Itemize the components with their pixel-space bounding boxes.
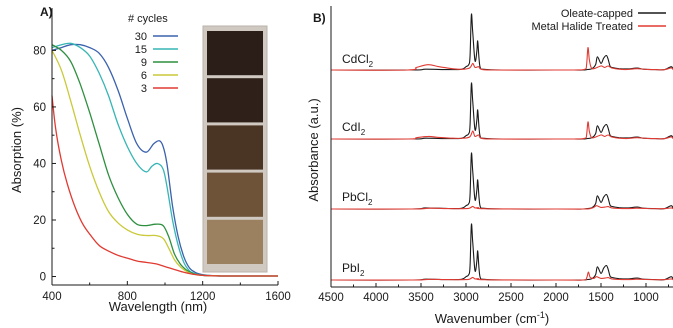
y-tick-label-0: 0: [40, 272, 46, 284]
panel-a-legend-title: # cycles: [128, 13, 168, 25]
trace-label-pbi2: PbI2: [342, 261, 365, 278]
inset-photo-film-4: [207, 172, 263, 217]
b-x-tick-label-4000: 4000: [363, 292, 389, 304]
series-line-3-cycles: [51, 95, 278, 277]
trace-label-cdi2: CdI2: [342, 120, 366, 137]
panel-b-ylabel: Absorbance (a.u.): [306, 98, 321, 201]
legend-label-3: 3: [141, 83, 147, 95]
inset-photo-film-2: [207, 78, 263, 123]
legend-label-6: 6: [141, 70, 147, 82]
legend-label-9: 9: [141, 57, 147, 69]
trace-label-cdcl2: CdCl2: [342, 52, 374, 69]
inset-photo-film-5: [207, 219, 263, 264]
panel-a-label: A): [40, 5, 53, 19]
trace-label-main: PbCl: [342, 190, 368, 204]
trace-pbcl2-treated: [330, 205, 673, 210]
trace-label-pbcl2: PbCl2: [342, 190, 373, 207]
panel-b-xlabel-close: ): [545, 311, 549, 326]
b-x-tick-label-1000: 1000: [633, 292, 659, 304]
trace-label-main: CdI: [342, 120, 361, 134]
b-x-tick-label-2000: 2000: [543, 292, 569, 304]
panel-b-label: B): [313, 11, 326, 25]
trace-label-sub: 2: [361, 128, 366, 137]
b-x-tick-label-2500: 2500: [498, 292, 524, 304]
panel-b-xlabel: Wavenumber (cm-1): [435, 310, 549, 326]
trace-pbi2-treated: [330, 271, 673, 281]
y-tick-label-80: 80: [33, 45, 46, 57]
trace-pbcl2-oleate: [330, 152, 673, 210]
panel-b-xlabel-sup: -1: [537, 310, 545, 320]
trace-label-main: CdCl: [342, 52, 369, 66]
panel-b-xlabel-main: Wavenumber (cm: [435, 311, 537, 326]
x-tick-label-800: 800: [118, 291, 137, 303]
y-tick-label-60: 60: [33, 102, 46, 114]
b-x-tick-label-1500: 1500: [588, 292, 614, 304]
y-tick-label-40: 40: [33, 158, 46, 170]
panel-a-ylabel: Absorption (%): [9, 107, 24, 193]
trace-label-sub: 2: [368, 198, 373, 207]
trace-label-sub: 2: [360, 269, 365, 278]
x-tick-label-1200: 1200: [190, 291, 216, 303]
legend-label-30: 30: [135, 31, 147, 43]
x-tick-label-1600: 1600: [265, 291, 291, 303]
panel-b: B) 4500 4000 3500 3000 2500 2000 1500 1000 CdCl…: [306, 6, 673, 326]
legend-label-15: 15: [135, 44, 147, 56]
x-tick-label-400: 400: [42, 291, 61, 303]
trace-label-main: PbI: [342, 261, 360, 275]
b-legend-label-2: Metal Halide Treated: [532, 21, 634, 33]
panel-a-lines: [51, 42, 278, 277]
trace-pbi2-oleate: [330, 223, 673, 281]
inset-photo-film-3: [207, 125, 263, 170]
panel-a-xlabel: Wavelength (nm): [109, 299, 208, 314]
trace-cdcl2-treated: [330, 47, 673, 71]
b-x-tick-label-3500: 3500: [408, 292, 434, 304]
b-legend-label-1: Oleate-capped: [561, 8, 633, 20]
trace-cdi2-oleate: [330, 82, 673, 140]
panel-b-axes: [330, 6, 673, 288]
panel-a: A) 400 800 1200 1600 0 20 40 60 80 Wavelength (n…: [9, 5, 291, 314]
trace-label-sub: 2: [369, 60, 374, 69]
inset-photo-swatches: [207, 31, 263, 264]
panel-b-lines: [330, 13, 673, 281]
trace-cdi2-treated: [330, 121, 673, 140]
inset-photo-film-1: [207, 31, 263, 76]
panel-a-ticks: 400 800 1200 1600 0 20 40 60 80: [33, 45, 291, 303]
y-tick-label-20: 20: [33, 215, 46, 227]
b-x-tick-label-3000: 3000: [453, 292, 479, 304]
b-x-tick-label-4500: 4500: [318, 292, 344, 304]
panel-b-ticks: 4500 4000 3500 3000 2500 2000 1500 1000: [318, 283, 669, 304]
